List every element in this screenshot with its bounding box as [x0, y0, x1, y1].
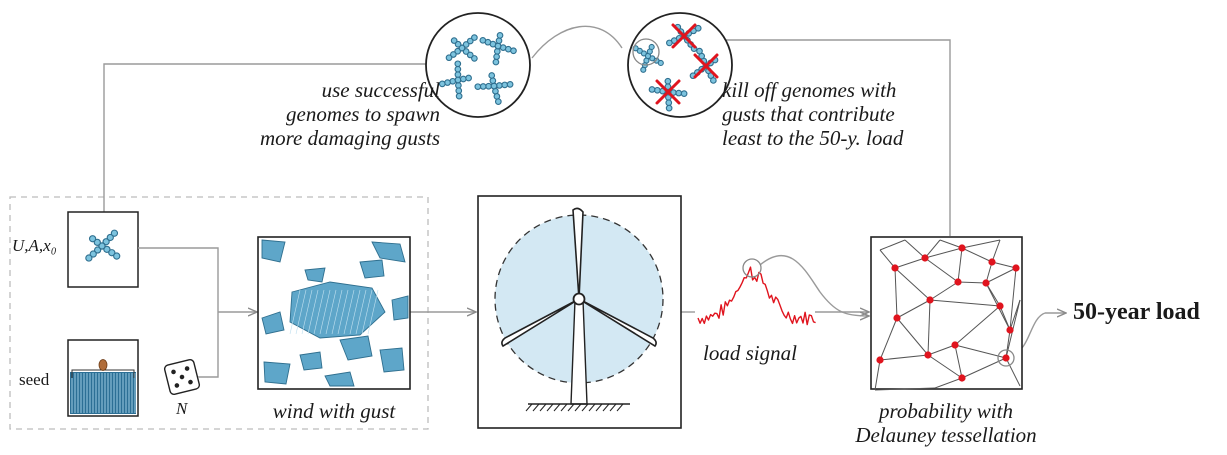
- seed-box: [67, 339, 139, 417]
- turbine-box: [477, 195, 682, 429]
- genome-params-label: U,A,x₀: [12, 236, 57, 255]
- wind-gust-box: [257, 236, 411, 390]
- kill-genomes-line-3: least to the 50-y. load: [722, 126, 904, 150]
- use-genomes-line-3: more damaging gusts: [259, 126, 440, 150]
- result-50-year-load: 50-year load: [1073, 299, 1200, 325]
- tessellation-box: [870, 236, 1023, 391]
- load-signal-label: load signal: [703, 341, 797, 365]
- dice-icon: [163, 358, 201, 396]
- probability-label: probability with Delauney tessellation: [836, 399, 1056, 447]
- use-genomes-line-1: use successful: [321, 78, 440, 102]
- wind-turbine-icon: [501, 207, 657, 412]
- feedback-loop: [103, 25, 951, 236]
- kill-genomes-line-1: kill off genomes with: [722, 78, 897, 102]
- probability-line-1: probability with: [879, 399, 1013, 423]
- probability-line-2: Delauney tessellation: [855, 423, 1037, 447]
- kill-genomes-circle: [627, 12, 733, 118]
- input-connectors: [138, 247, 1065, 378]
- load-signal-plot: [697, 258, 816, 326]
- spawn-genomes-circle: [425, 12, 531, 118]
- use-genomes-label: use successful genomes to spawn more dam…: [200, 78, 440, 150]
- seed-icon: [98, 359, 108, 371]
- seed-label: seed: [19, 370, 50, 389]
- use-genomes-line-2: genomes to spawn: [286, 102, 440, 126]
- kill-genomes-line-2: gusts that contribute: [722, 102, 895, 126]
- wind-gust-label: wind with gust: [272, 399, 396, 423]
- n-label: N: [176, 399, 188, 418]
- input-dashed-box: [9, 196, 429, 430]
- kill-genomes-label: kill off genomes with gusts that contrib…: [722, 78, 972, 150]
- genome-param-box: [67, 211, 139, 288]
